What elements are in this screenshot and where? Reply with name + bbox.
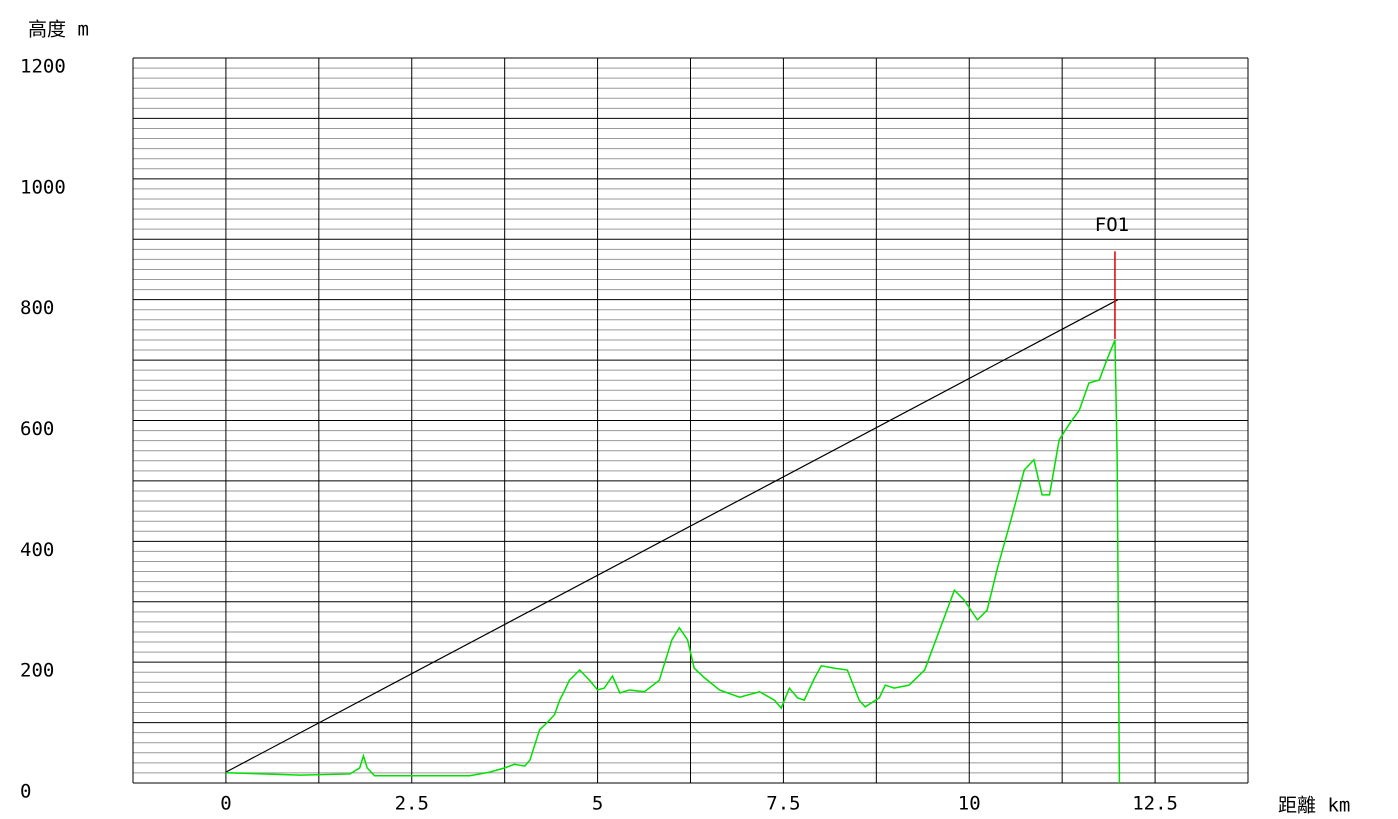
annotation-label: FO1	[1095, 214, 1129, 236]
x-tick-label: 12.5	[1132, 793, 1178, 815]
profile-line	[225, 339, 1121, 784]
y-tick-label: 600	[20, 418, 54, 440]
x-tick-label: 10	[958, 793, 981, 815]
x-tick-label: 5	[592, 793, 603, 815]
y-axis-label: 高度 m	[28, 19, 89, 41]
y-tick-label: 400	[20, 539, 54, 561]
x-tick-label: 7.5	[766, 793, 800, 815]
y-tick-label: 1000	[20, 176, 66, 198]
y-tick-label: 1200	[20, 56, 66, 78]
y-tick-label: 200	[20, 660, 54, 682]
y-tick-label: 800	[20, 297, 54, 319]
x-tick-label: 2.5	[395, 793, 429, 815]
y-tick-label: 0	[20, 781, 31, 803]
x-tick-label: 0	[220, 793, 231, 815]
x-axis-label: 距離 km	[1278, 795, 1350, 817]
sight-line	[225, 299, 1119, 773]
